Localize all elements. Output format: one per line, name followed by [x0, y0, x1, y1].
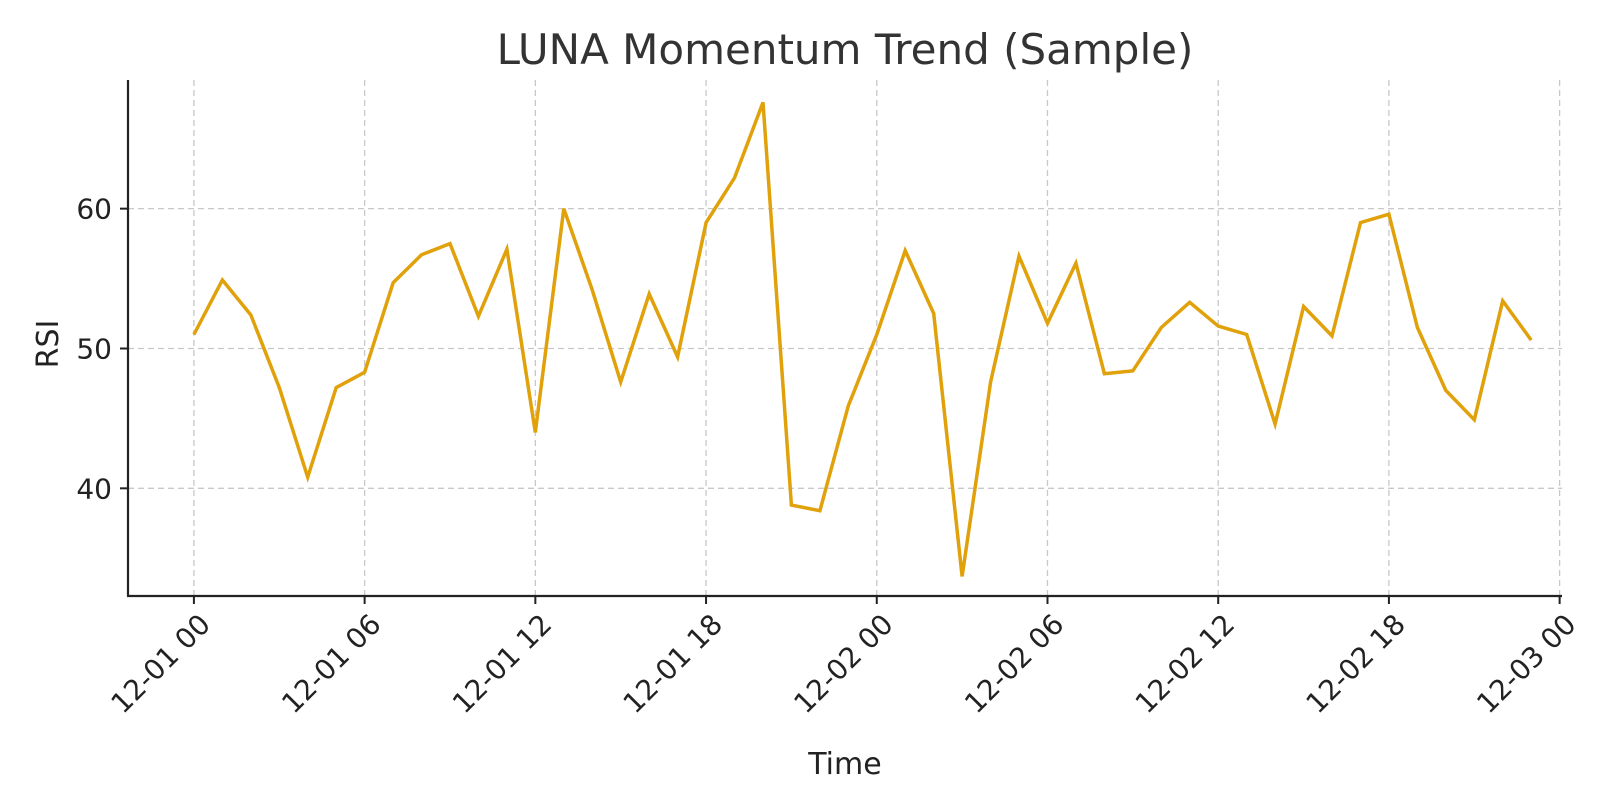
plot-area — [192, 101, 1533, 577]
x-tick-label: 12-02 00 — [787, 608, 899, 720]
y-tick-label: 50 — [76, 332, 112, 365]
x-axis-label: Time — [807, 747, 881, 782]
x-tick-label: 12-03 00 — [1470, 608, 1582, 720]
y-axis-label: RSI — [31, 320, 66, 369]
x-tick-label: 12-01 12 — [446, 608, 558, 720]
y-tick-label: 40 — [76, 472, 112, 505]
chart-title: LUNA Momentum Trend (Sample) — [497, 25, 1194, 74]
x-tick-label: 12-01 00 — [105, 608, 217, 720]
x-tick-label: 12-02 18 — [1300, 608, 1412, 720]
x-tick-label: 12-01 06 — [275, 608, 387, 720]
gridlines — [128, 80, 1562, 596]
x-tick-label: 12-01 18 — [617, 608, 729, 720]
rsi-series-line — [192, 101, 1533, 577]
y-tick-label: 60 — [76, 193, 112, 226]
x-tick-label: 12-02 06 — [958, 608, 1070, 720]
x-tick-label: 12-02 12 — [1129, 608, 1241, 720]
